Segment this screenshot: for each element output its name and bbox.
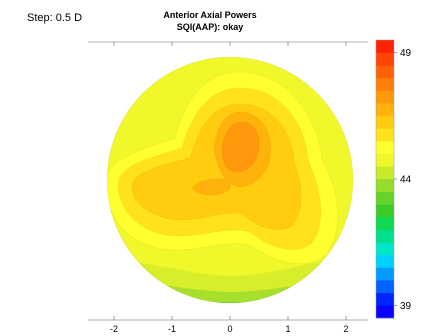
colorbar-swatch (376, 280, 394, 294)
colorbar-tick-label: 44 (400, 175, 412, 186)
colorbar-swatch (376, 77, 394, 91)
colorbar-swatch (376, 52, 394, 66)
colorbar-swatch (376, 305, 394, 319)
colorbar-swatch (376, 204, 394, 218)
x-tick-label: -2 (110, 324, 118, 334)
chart-title: Anterior Axial Powers (163, 10, 257, 20)
colorbar-swatch (376, 166, 394, 180)
colorbar-swatch (376, 179, 394, 192)
colorbar-swatch (376, 153, 394, 167)
x-tick-label: 0 (227, 324, 232, 334)
colorbar-swatch (376, 103, 394, 117)
x-tick-label: 1 (285, 324, 290, 334)
colorbar-swatch (376, 115, 394, 129)
colorbar-swatch (376, 128, 394, 142)
map-boundary (106, 56, 354, 304)
contour-zone-lower-2 (107, 272, 353, 303)
x-tick-label: -1 (168, 324, 176, 334)
x-tick-label: 2 (343, 324, 348, 334)
colorbar-swatch (376, 191, 394, 205)
colorbar-swatch (376, 141, 394, 155)
colorbar-swatch (376, 292, 394, 306)
step-label: Step: 0.5 D (27, 12, 83, 24)
colorbar-swatch (376, 90, 394, 104)
colorbar-swatch (376, 65, 394, 79)
contour-zone-5 (221, 121, 260, 173)
colorbar-swatch (376, 254, 394, 268)
colorbar-tick-label: 49 (400, 48, 412, 59)
colorbar-swatch (376, 40, 394, 53)
colorbar-swatch (376, 242, 394, 256)
colorbar-swatch (376, 216, 394, 230)
contour-zone-lower-1 (107, 252, 353, 303)
colorbar-tick-label: 39 (400, 301, 412, 312)
colorbar-swatch (376, 267, 394, 281)
contour-zone-6 (191, 178, 232, 196)
chart-subtitle: SQI(AAP): okay (176, 22, 244, 32)
colorbar-swatch (376, 229, 394, 243)
